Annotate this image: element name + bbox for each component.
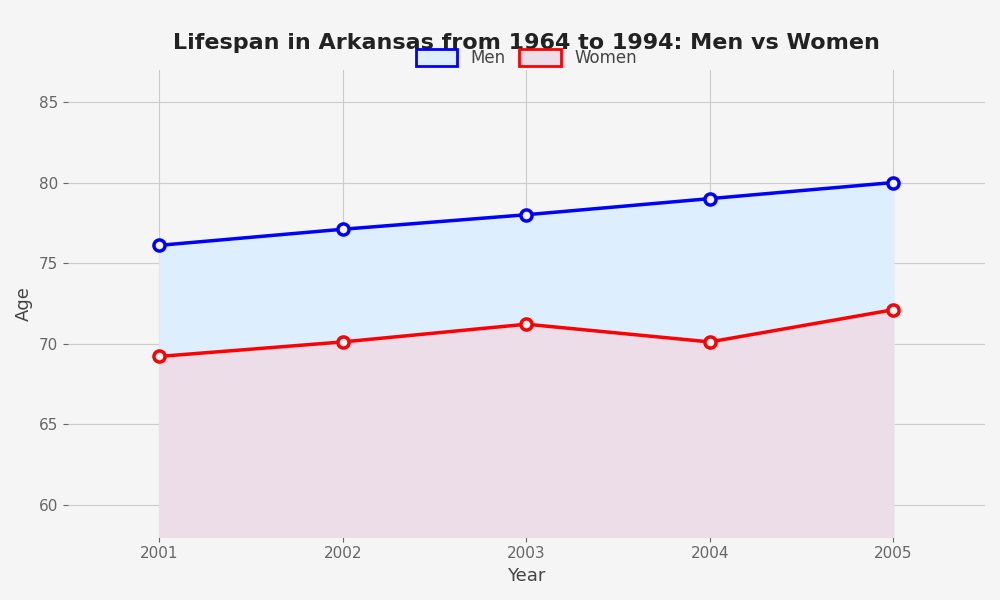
X-axis label: Year: Year	[507, 567, 546, 585]
Legend: Men, Women: Men, Women	[407, 41, 645, 76]
Title: Lifespan in Arkansas from 1964 to 1994: Men vs Women: Lifespan in Arkansas from 1964 to 1994: …	[173, 33, 880, 53]
Y-axis label: Age: Age	[15, 286, 33, 321]
